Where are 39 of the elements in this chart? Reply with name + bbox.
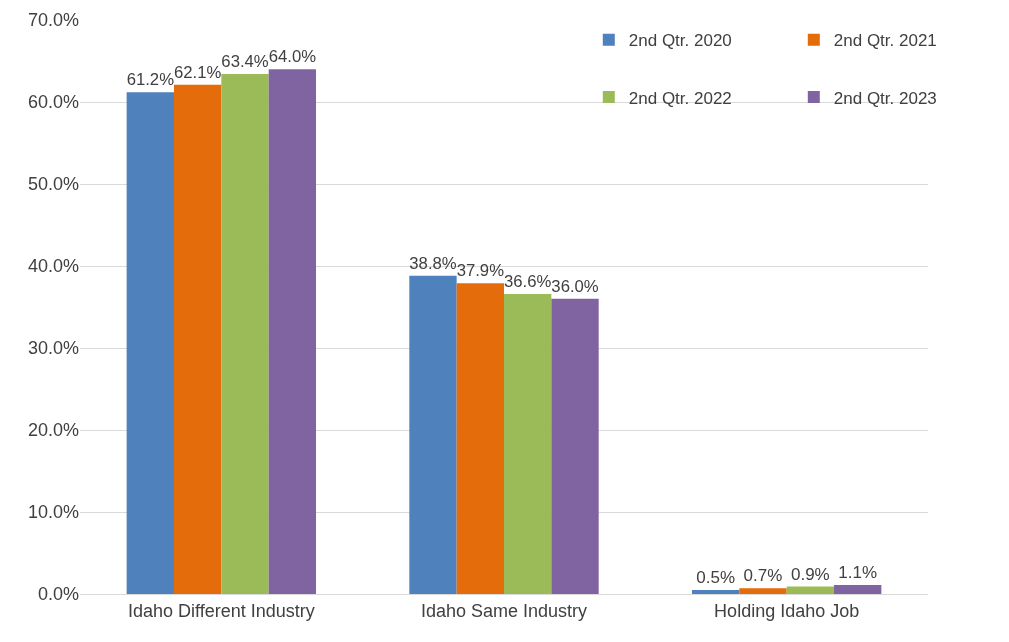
x-tick-label: Holding Idaho Job <box>714 600 860 621</box>
bar <box>551 298 599 594</box>
x-tick-label: Idaho Different Industry <box>127 600 315 621</box>
bar <box>126 92 174 594</box>
data-label: 38.8% <box>409 253 457 273</box>
data-label: 37.9% <box>456 261 505 281</box>
data-label: 61.2% <box>126 70 175 90</box>
data-label: 64.0% <box>268 47 317 67</box>
legend-label: 2nd Qtr. 2023 <box>833 88 937 108</box>
bar <box>504 293 552 594</box>
data-label: 0.7% <box>743 566 783 586</box>
data-label: 1.1% <box>838 562 878 582</box>
bar <box>268 69 317 594</box>
x-tick-label: Idaho Same Industry <box>420 600 588 621</box>
bar <box>173 84 222 594</box>
bar <box>221 74 269 594</box>
y-tick-label: 0.0% <box>37 584 79 605</box>
y-tick-label: 60.0% <box>27 92 79 113</box>
data-label: 36.6% <box>504 271 552 291</box>
bar <box>409 275 457 594</box>
data-label: 63.4% <box>221 52 269 72</box>
data-label: 0.9% <box>790 564 830 584</box>
bar <box>834 584 882 594</box>
data-label: 0.5% <box>696 567 736 587</box>
bar <box>691 589 740 594</box>
legend-label: 2nd Qtr. 2021 <box>833 31 937 51</box>
data-label: 62.1% <box>174 62 222 82</box>
y-tick-label: 40.0% <box>27 256 79 277</box>
bar <box>739 588 787 594</box>
bar <box>786 586 835 594</box>
y-tick-label: 20.0% <box>27 420 79 441</box>
bar <box>456 283 504 594</box>
y-tick-label: 10.0% <box>27 502 79 523</box>
legend-label: 2nd Qtr. 2020 <box>628 31 732 51</box>
data-label: 36.0% <box>551 276 599 296</box>
y-tick-label: 30.0% <box>27 338 79 359</box>
y-tick-label: 50.0% <box>27 174 79 195</box>
legend-label: 2nd Qtr. 2022 <box>628 88 732 108</box>
y-tick-label: 70.0% <box>27 10 79 31</box>
